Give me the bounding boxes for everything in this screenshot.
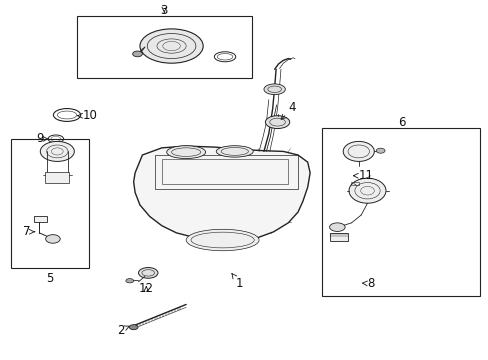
Text: 12: 12 xyxy=(139,283,153,296)
Bar xyxy=(329,233,347,241)
Ellipse shape xyxy=(216,146,253,157)
Ellipse shape xyxy=(166,146,205,158)
Text: 7: 7 xyxy=(23,225,35,238)
Text: 4: 4 xyxy=(281,102,295,120)
Ellipse shape xyxy=(138,267,158,278)
Ellipse shape xyxy=(265,116,289,129)
Ellipse shape xyxy=(186,229,259,251)
Text: 9: 9 xyxy=(37,132,48,145)
Bar xyxy=(322,128,479,296)
Ellipse shape xyxy=(45,235,60,243)
Ellipse shape xyxy=(348,178,385,203)
Ellipse shape xyxy=(40,141,74,161)
Ellipse shape xyxy=(343,141,373,161)
Text: 2: 2 xyxy=(117,324,129,337)
Text: 1: 1 xyxy=(231,274,243,290)
Bar xyxy=(45,172,69,183)
Bar xyxy=(154,155,297,189)
Text: 3: 3 xyxy=(160,4,167,17)
Ellipse shape xyxy=(140,29,203,63)
Text: 8: 8 xyxy=(362,277,374,290)
Bar xyxy=(77,16,251,78)
Text: 5: 5 xyxy=(46,272,54,285)
Polygon shape xyxy=(133,146,309,243)
Text: 6: 6 xyxy=(397,116,405,129)
Ellipse shape xyxy=(375,148,384,153)
Text: 11: 11 xyxy=(353,169,373,182)
Ellipse shape xyxy=(125,279,133,283)
Ellipse shape xyxy=(129,325,138,330)
Ellipse shape xyxy=(132,51,142,57)
Bar xyxy=(34,216,46,222)
Ellipse shape xyxy=(329,223,345,231)
Bar xyxy=(162,158,287,184)
Text: 10: 10 xyxy=(78,109,97,122)
Bar xyxy=(351,182,358,185)
Bar xyxy=(11,139,89,267)
Ellipse shape xyxy=(264,84,285,95)
